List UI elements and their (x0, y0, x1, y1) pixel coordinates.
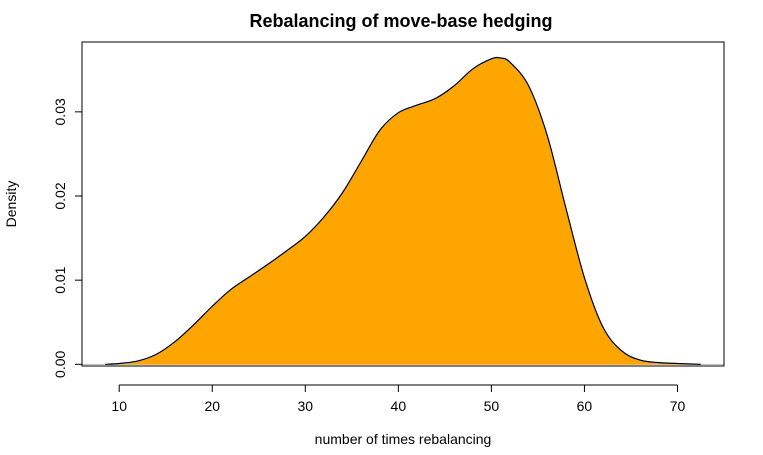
x-tick-label: 50 (484, 398, 500, 414)
x-axis-label: number of times rebalancing (315, 431, 492, 447)
y-tick-label: 0.02 (52, 182, 68, 209)
y-tick-label: 0.00 (52, 350, 68, 377)
x-tick-label: 60 (577, 398, 593, 414)
y-tick-label: 0.03 (52, 98, 68, 125)
x-tick-label: 30 (298, 398, 314, 414)
y-axis: 0.00 0.01 0.02 0.03 (52, 98, 83, 378)
y-axis-label: Density (3, 181, 19, 228)
density-area (105, 57, 701, 365)
x-tick-label: 10 (111, 398, 127, 414)
x-tick-label: 40 (391, 398, 407, 414)
density-line (105, 56, 701, 365)
x-tick-label: 20 (204, 398, 220, 414)
x-axis: 10 20 30 40 50 60 70 (111, 384, 686, 414)
x-tick-label: 70 (670, 398, 686, 414)
y-tick-label: 0.01 (52, 266, 68, 293)
chart-title: Rebalancing of move-base hedging (249, 11, 552, 31)
